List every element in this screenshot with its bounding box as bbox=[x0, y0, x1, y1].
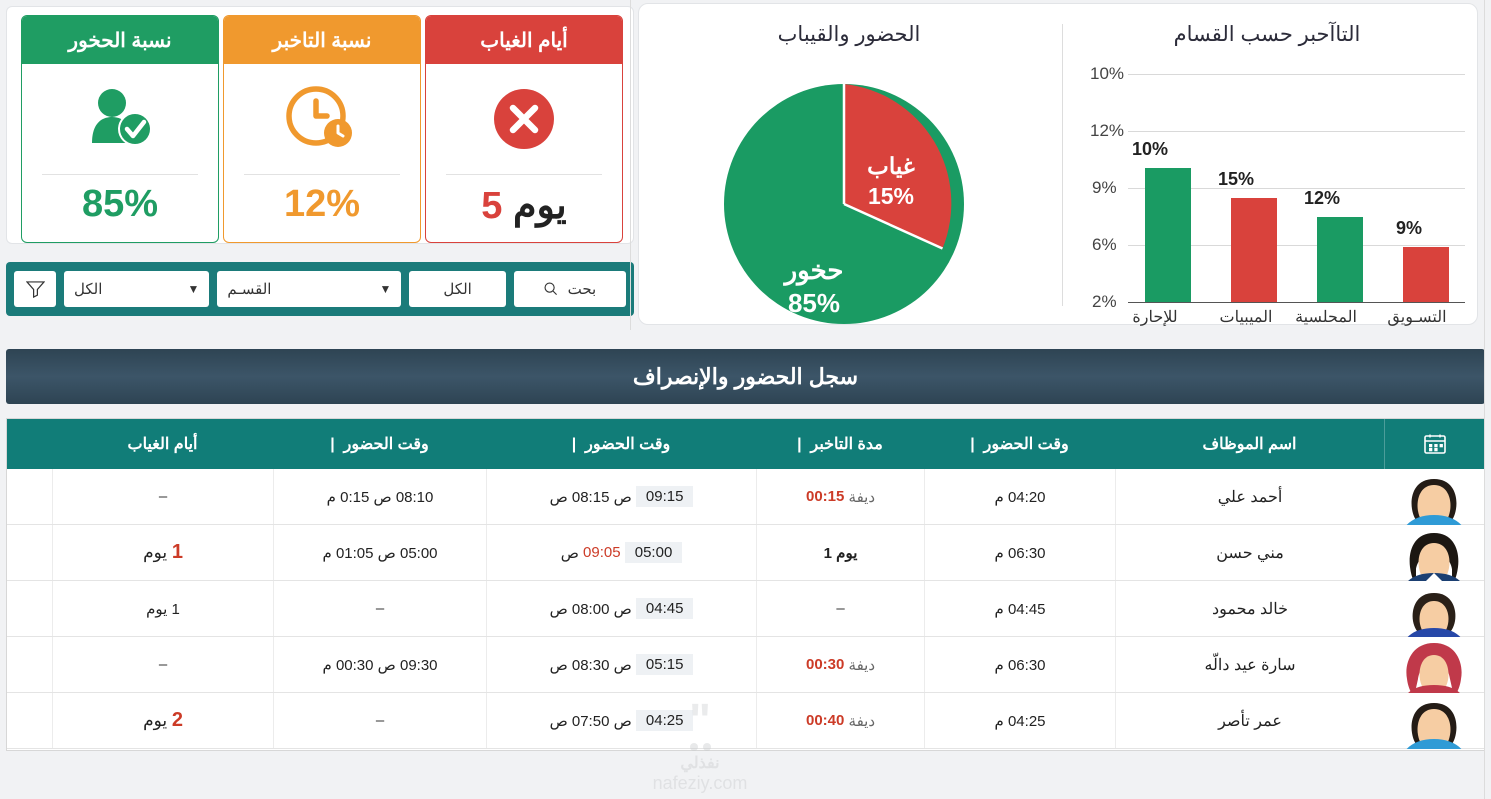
svg-text:غياب: غياب bbox=[867, 153, 915, 179]
svg-text:15%: 15% bbox=[868, 183, 914, 209]
svg-text:85%: 85% bbox=[788, 288, 840, 318]
svg-text:حخور: حخور bbox=[783, 255, 844, 286]
